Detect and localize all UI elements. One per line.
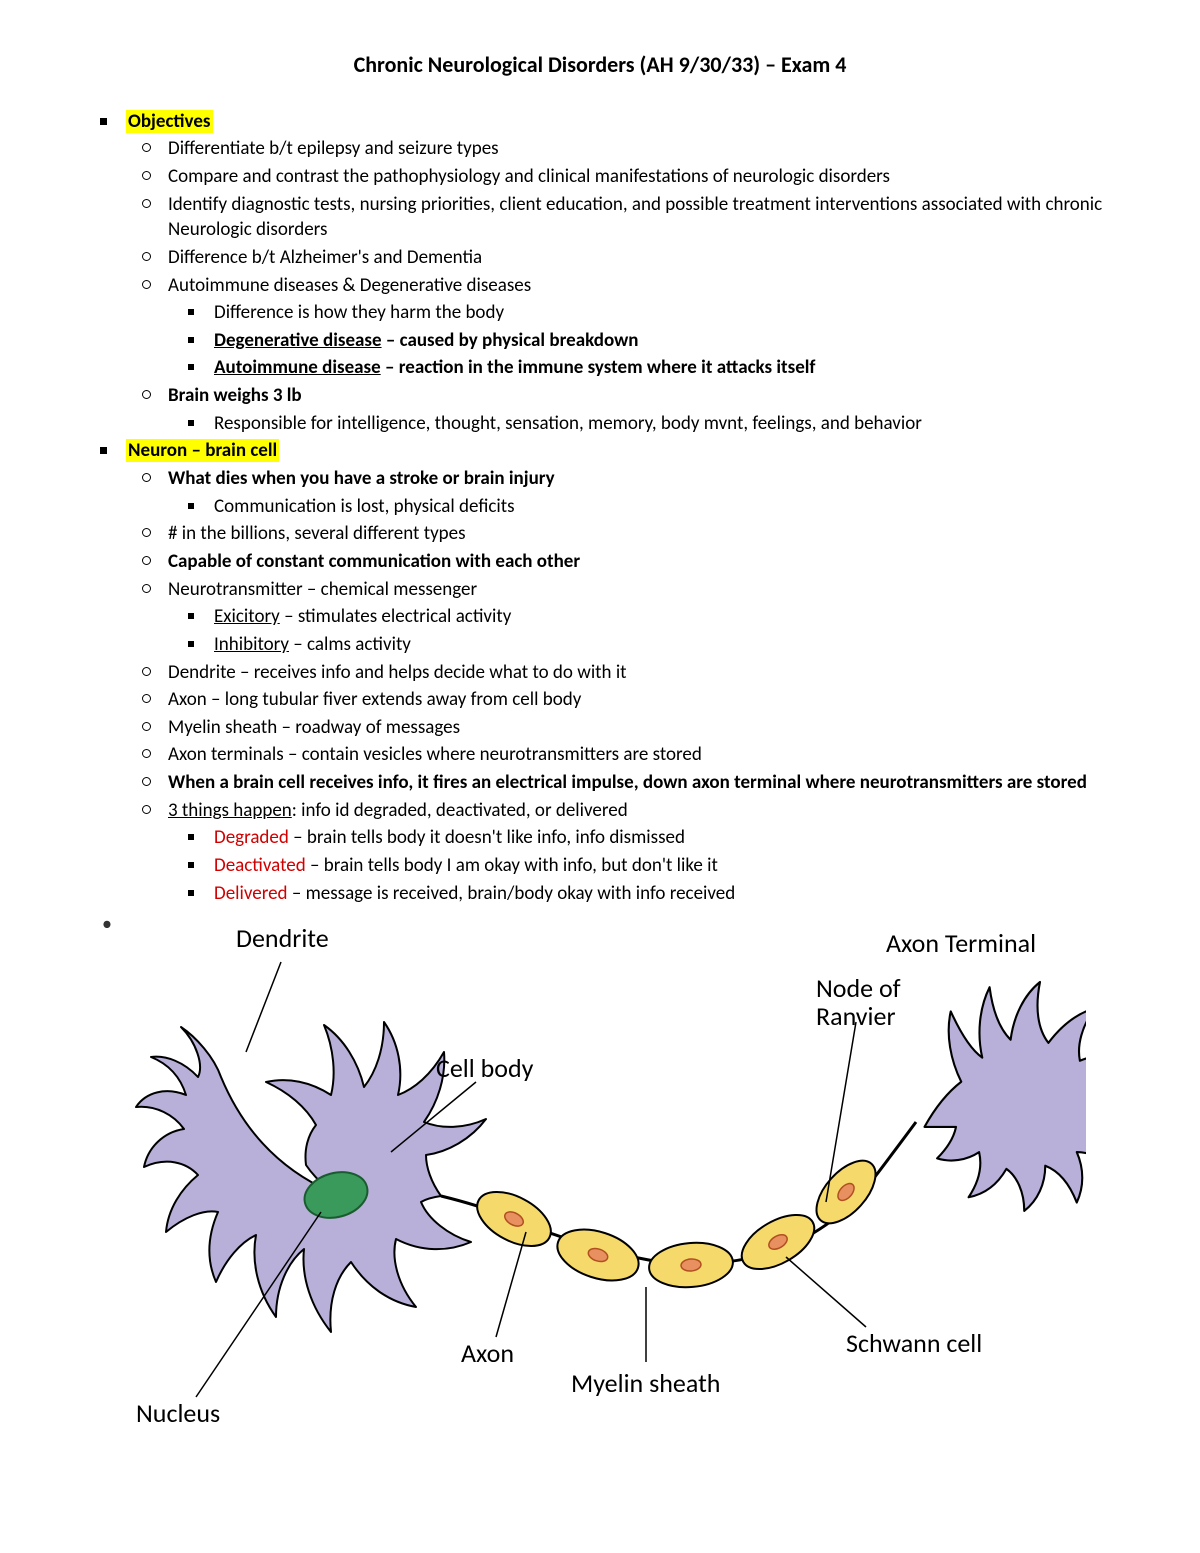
list-item: Responsible for intelligence, thought, s… — [90, 410, 1110, 438]
svg-text:Myelin sheath: Myelin sheath — [571, 1367, 720, 1399]
neuron-diagram: Dendrite Cell body Nucleus Axon Myelin sheat… — [90, 907, 1110, 1427]
list-item: Compare and contrast the pathophysiology… — [90, 163, 1110, 191]
list-item: Difference is how they harm the body — [90, 299, 1110, 327]
svg-text:Axon Terminal: Axon Terminal — [886, 927, 1036, 959]
list-item: When a brain cell receives info, it fire… — [90, 769, 1110, 797]
list-item: Capable of constant communication with e… — [90, 548, 1110, 576]
page-title: Chronic Neurological Disorders (AH 9/30/… — [90, 50, 1110, 80]
svg-text:Cell body: Cell body — [436, 1052, 534, 1084]
list-item: Difference b/t Alzheimer's and Dementia — [90, 244, 1110, 272]
list-item: Myelin sheath – roadway of messages — [90, 714, 1110, 742]
list-item: Communication is lost, physical deficits — [90, 493, 1110, 521]
list-item: Degenerative disease – caused by physica… — [90, 327, 1110, 355]
list-item: Neurotransmitter – chemical messenger — [90, 576, 1110, 604]
list-item: Axon – long tubular fiver extends away f… — [90, 686, 1110, 714]
list-item: Differentiate b/t epilepsy and seizure t… — [90, 135, 1110, 163]
list-item: Delivered – message is received, brain/b… — [90, 880, 1110, 908]
neuron-heading: Neuron – brain cell — [126, 439, 279, 462]
neuron-svg: Dendrite Cell body Nucleus Axon Myelin sheat… — [126, 907, 1086, 1427]
svg-text:Nucleus: Nucleus — [136, 1397, 220, 1427]
objectives-heading: Objectives — [126, 110, 213, 133]
list-item: What dies when you have a stroke or brai… — [90, 465, 1110, 493]
svg-text:Dendrite: Dendrite — [236, 922, 329, 954]
list-item: Identify diagnostic tests, nursing prior… — [90, 191, 1110, 244]
list-item: Exicitory – stimulates electrical activi… — [90, 603, 1110, 631]
list-item: Degraded – brain tells body it doesn't l… — [90, 824, 1110, 852]
section-neuron: Neuron – brain cell — [90, 437, 1110, 465]
list-item: Autoimmune disease – reaction in the imm… — [90, 354, 1110, 382]
svg-text:Schwann cell: Schwann cell — [846, 1327, 982, 1359]
outline: Objectives Differentiate b/t epilepsy an… — [90, 108, 1110, 908]
list-item: Axon terminals – contain vesicles where … — [90, 741, 1110, 769]
list-item: Brain weighs 3 lb — [90, 382, 1110, 410]
svg-text:Ranvier: Ranvier — [816, 1000, 896, 1032]
list-item: 3 things happen: info id degraded, deact… — [90, 797, 1110, 825]
list-item: Inhibitory – calms activity — [90, 631, 1110, 659]
list-item: Deactivated – brain tells body I am okay… — [90, 852, 1110, 880]
list-item: # in the billions, several different typ… — [90, 520, 1110, 548]
list-item: Dendrite – receives info and helps decid… — [90, 659, 1110, 687]
section-objectives: Objectives — [90, 108, 1110, 136]
svg-text:Axon: Axon — [461, 1337, 514, 1369]
list-item: Autoimmune diseases & Degenerative disea… — [90, 272, 1110, 300]
